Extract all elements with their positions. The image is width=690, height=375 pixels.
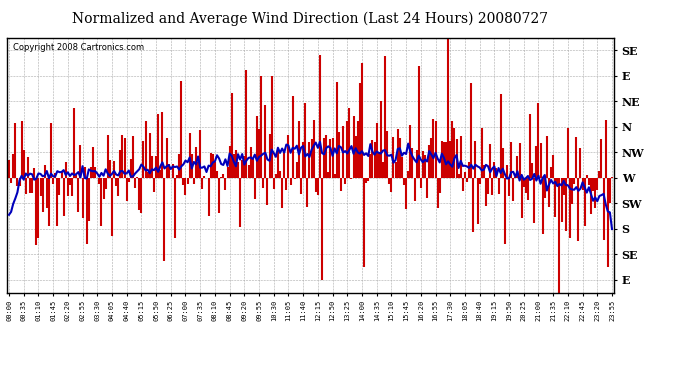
Text: Copyright 2008 Cartronics.com: Copyright 2008 Cartronics.com xyxy=(13,43,144,52)
Text: Normalized and Average Wind Direction (Last 24 Hours) 20080727: Normalized and Average Wind Direction (L… xyxy=(72,11,549,26)
